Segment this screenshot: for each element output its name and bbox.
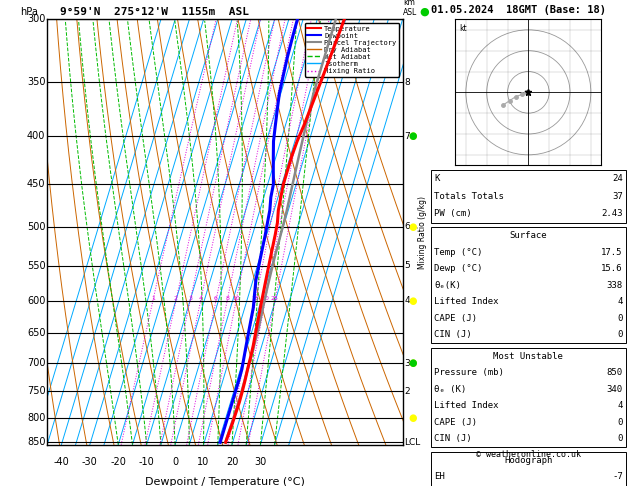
Text: 01.05.2024  18GMT (Base: 18): 01.05.2024 18GMT (Base: 18): [431, 4, 606, 15]
Text: K: K: [434, 174, 440, 183]
Text: 400: 400: [27, 131, 45, 141]
Text: 8: 8: [225, 296, 229, 301]
Text: 20: 20: [226, 457, 238, 468]
Text: 650: 650: [27, 329, 45, 338]
Text: LCL: LCL: [404, 438, 421, 447]
Text: 300: 300: [27, 15, 45, 24]
Text: kt: kt: [460, 24, 467, 33]
Text: 850: 850: [606, 368, 623, 377]
Text: 0: 0: [617, 330, 623, 339]
Text: 0: 0: [172, 457, 178, 468]
Text: Lifted Index: Lifted Index: [434, 401, 499, 410]
Text: 4: 4: [199, 296, 203, 301]
Text: 10: 10: [232, 296, 240, 301]
Text: 500: 500: [27, 222, 45, 232]
Text: 9°59'N  275°12'W  1155m  ASL: 9°59'N 275°12'W 1155m ASL: [60, 7, 248, 17]
Text: 3: 3: [404, 359, 410, 368]
Text: 450: 450: [27, 179, 45, 189]
Text: © weatheronline.co.uk: © weatheronline.co.uk: [476, 450, 581, 459]
Text: Mixing Ratio (g/kg): Mixing Ratio (g/kg): [418, 195, 426, 269]
Text: Most Unstable: Most Unstable: [493, 352, 564, 361]
Text: 550: 550: [27, 260, 45, 271]
Text: 37: 37: [612, 192, 623, 201]
Text: 0: 0: [617, 434, 623, 443]
Legend: Temperature, Dewpoint, Parcel Trajectory, Dry Adiabat, Wet Adiabat, Isotherm, Mi: Temperature, Dewpoint, Parcel Trajectory…: [304, 23, 399, 77]
Text: 4: 4: [617, 297, 623, 306]
Text: 0: 0: [617, 418, 623, 427]
Text: 17.5: 17.5: [601, 248, 623, 257]
Text: Dewpoint / Temperature (°C): Dewpoint / Temperature (°C): [145, 477, 305, 486]
Text: 750: 750: [27, 386, 45, 397]
Text: Totals Totals: Totals Totals: [434, 192, 504, 201]
Text: Surface: Surface: [509, 231, 547, 240]
Text: 0: 0: [617, 314, 623, 323]
Text: CAPE (J): CAPE (J): [434, 418, 477, 427]
Text: 15.6: 15.6: [601, 264, 623, 273]
Text: CIN (J): CIN (J): [434, 330, 472, 339]
Text: Dewp (°C): Dewp (°C): [434, 264, 482, 273]
Text: ●: ●: [409, 131, 418, 141]
Text: 16: 16: [252, 296, 259, 301]
Text: -20: -20: [110, 457, 126, 468]
Text: 850: 850: [27, 437, 45, 447]
Text: 25: 25: [271, 296, 279, 301]
Text: 8: 8: [404, 78, 410, 87]
Text: 600: 600: [27, 296, 45, 306]
Text: 5: 5: [404, 261, 410, 270]
Text: ●: ●: [409, 222, 418, 232]
Text: 3: 3: [188, 296, 192, 301]
Text: -30: -30: [82, 457, 97, 468]
Text: Pressure (mb): Pressure (mb): [434, 368, 504, 377]
Text: ●: ●: [420, 7, 430, 17]
Text: 7: 7: [404, 132, 410, 141]
Text: 2: 2: [174, 296, 178, 301]
Text: CAPE (J): CAPE (J): [434, 314, 477, 323]
Text: ●: ●: [409, 413, 418, 423]
Text: ●: ●: [409, 296, 418, 306]
Text: 700: 700: [27, 359, 45, 368]
Text: 350: 350: [27, 77, 45, 87]
Text: 6: 6: [214, 296, 218, 301]
Text: 20: 20: [261, 296, 269, 301]
Text: 24: 24: [612, 174, 623, 183]
Text: 2.43: 2.43: [601, 209, 623, 218]
Text: PW (cm): PW (cm): [434, 209, 472, 218]
Text: Temp (°C): Temp (°C): [434, 248, 482, 257]
Text: θₑ (K): θₑ (K): [434, 385, 466, 394]
Text: 4: 4: [404, 296, 410, 305]
Text: Lifted Index: Lifted Index: [434, 297, 499, 306]
Text: -10: -10: [139, 457, 155, 468]
Text: CIN (J): CIN (J): [434, 434, 472, 443]
Text: 4: 4: [617, 401, 623, 410]
Text: ●: ●: [409, 359, 418, 368]
Text: 30: 30: [254, 457, 267, 468]
Text: 800: 800: [27, 413, 45, 423]
Text: 340: 340: [606, 385, 623, 394]
Text: ●: ●: [409, 131, 418, 141]
Text: hPa: hPa: [20, 7, 38, 17]
Text: km
ASL: km ASL: [403, 0, 417, 17]
Text: 1: 1: [151, 296, 155, 301]
Text: ●: ●: [409, 359, 418, 368]
Text: 10: 10: [198, 457, 209, 468]
Text: θₑ(K): θₑ(K): [434, 281, 461, 290]
Text: -7: -7: [612, 472, 623, 481]
Text: EH: EH: [434, 472, 445, 481]
Text: 338: 338: [606, 281, 623, 290]
Text: -40: -40: [53, 457, 69, 468]
Text: Hodograph: Hodograph: [504, 456, 552, 465]
Text: 6: 6: [404, 223, 410, 231]
Text: 2: 2: [404, 387, 410, 396]
